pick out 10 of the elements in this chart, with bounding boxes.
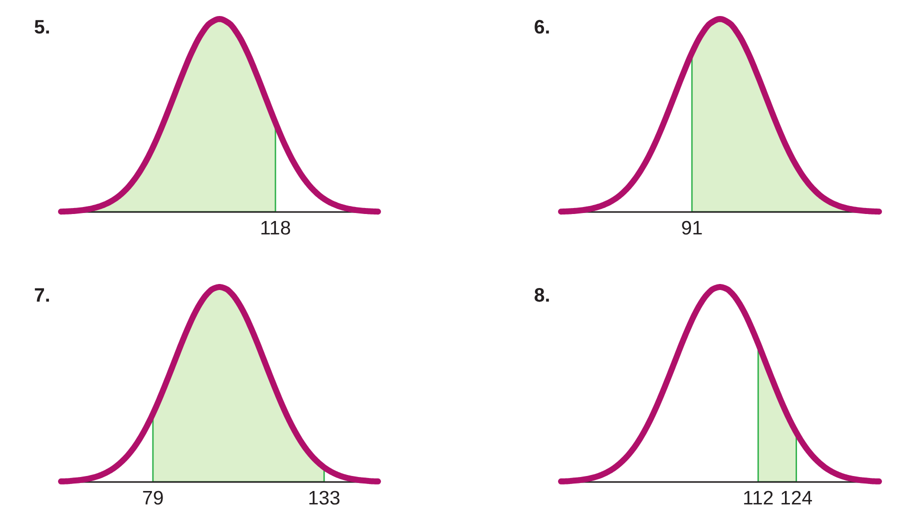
x-tick-label: 79 — [143, 490, 163, 505]
x-tick-label: 133 — [309, 490, 340, 505]
chart-title: 5. — [34, 20, 49, 34]
chart-title: 6. — [534, 20, 549, 34]
text: 118 — [261, 220, 290, 235]
chart-title: 7. — [34, 288, 49, 302]
chart-title: 8. — [534, 288, 549, 302]
x-tick-label: 112 — [744, 490, 773, 504]
x-tick-label: 124 — [782, 490, 812, 504]
text: 91 — [682, 220, 702, 235]
